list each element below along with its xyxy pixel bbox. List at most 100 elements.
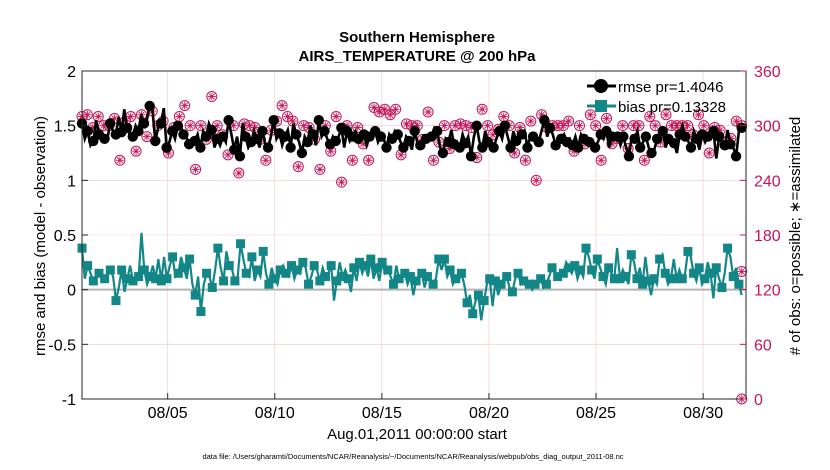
bias-point-64 — [258, 246, 268, 256]
rmse-point-176 — [572, 142, 584, 153]
bias-point-56 — [236, 239, 246, 249]
obs-point-208 — [638, 154, 650, 166]
bias-point-76 — [292, 265, 302, 275]
bias-point-86 — [321, 272, 331, 282]
rmse-point-136 — [460, 137, 471, 149]
bias-point-46 — [207, 282, 217, 292]
rmse-point-196 — [629, 133, 640, 144]
bias-point-224 — [711, 263, 721, 273]
obs-point-192 — [595, 154, 607, 166]
bias-point-198 — [638, 279, 648, 289]
rmse-point-202 — [646, 147, 657, 159]
bias-point-136 — [462, 298, 472, 308]
rmse-point-128 — [437, 147, 449, 159]
rmse-point-34 — [172, 120, 184, 131]
right-tick-label-2: 120 — [754, 283, 781, 300]
obs-point-36 — [173, 111, 185, 123]
bias-point-214 — [683, 246, 693, 256]
bias-point-102 — [366, 254, 376, 264]
obs-point-166 — [525, 115, 537, 127]
obs-point-164 — [519, 154, 531, 166]
rmse-point-26 — [150, 135, 161, 147]
rmse-point-214 — [680, 131, 691, 142]
left-tick-label-1: -0.5 — [48, 337, 76, 354]
right-tick-label-1: 60 — [754, 337, 772, 354]
bias-point-92 — [337, 272, 347, 282]
bias-point-38 — [185, 254, 195, 264]
bias-point-30 — [162, 274, 172, 284]
legend-rmse-marker — [594, 79, 608, 93]
x-axis-ticks: 08/05 08/10 08/15 08/20 08/25 08/30 — [148, 393, 723, 422]
rmse-point-66 — [262, 142, 274, 153]
bias-point-160 — [530, 279, 540, 289]
obs-point-40 — [184, 120, 196, 132]
rmse-point-200 — [640, 131, 652, 142]
bias-point-158 — [524, 279, 534, 289]
obs-point-130 — [427, 154, 439, 166]
obs-point-128 — [422, 106, 434, 118]
rmse-point-164 — [539, 115, 550, 126]
obs-point-170 — [536, 109, 548, 121]
obs-point-106 — [363, 154, 375, 166]
rmse-point-210 — [668, 137, 680, 149]
right-tick-label-3: 180 — [754, 228, 781, 245]
rmse-point-46 — [206, 124, 217, 136]
bias-point-96 — [349, 263, 359, 273]
bias-point-72 — [281, 268, 291, 278]
rmse-point-72 — [279, 131, 291, 142]
obs-point-206 — [633, 120, 645, 132]
bias-point-40 — [190, 290, 200, 300]
bias-point-170 — [558, 268, 568, 278]
obs-point-216 — [660, 109, 672, 121]
rmse-point-42 — [195, 142, 206, 153]
obs-point-134 — [438, 120, 450, 132]
obs-point-180 — [563, 115, 575, 127]
x-tick-label-5: 08/30 — [683, 405, 723, 422]
bias-point-104 — [371, 263, 381, 273]
rmse-point-194 — [623, 151, 635, 162]
left-tick-label-6: 2 — [67, 64, 76, 81]
rmse-point-52 — [223, 115, 234, 126]
bias-point-68 — [270, 274, 280, 284]
bias-point-174 — [570, 261, 580, 271]
bias-point-186 — [604, 263, 614, 273]
obs-point-58 — [233, 167, 245, 179]
obs-point-168 — [530, 174, 542, 186]
bias-point-80 — [304, 279, 314, 289]
rmse-point-8 — [99, 133, 110, 144]
obs-point-230 — [698, 120, 710, 132]
legend: rmse pr=1.4046 bias pr=0.13328 — [587, 79, 726, 116]
obs-point-42 — [190, 163, 202, 175]
bias-point-42 — [196, 307, 206, 317]
x-tick-label-0: 08/05 — [148, 405, 188, 422]
rmse-point-62 — [251, 133, 262, 144]
obs-point-156 — [498, 111, 510, 123]
right-tick-label-6: 360 — [754, 64, 781, 81]
bias-point-150 — [502, 272, 512, 282]
bias-point-140 — [473, 290, 483, 300]
bias-point-4 — [88, 276, 98, 286]
rmse-point-198 — [635, 142, 646, 153]
obs-point-74 — [276, 100, 288, 112]
bias-point-132 — [451, 274, 461, 284]
rmse-point-156 — [516, 129, 528, 140]
bias-point-184 — [598, 272, 608, 282]
rmse-point-10 — [104, 118, 116, 129]
x-tick-label-4: 08/25 — [576, 405, 616, 422]
rmse-point-126 — [432, 125, 443, 137]
bias-point-218 — [694, 263, 704, 273]
bias-point-18 — [128, 276, 138, 286]
obs-point-48 — [206, 91, 218, 103]
rmse-point-158 — [522, 142, 533, 153]
bias-point-148 — [496, 279, 506, 289]
rmse-point-50 — [217, 131, 229, 142]
bias-point-48 — [213, 243, 223, 253]
rmse-point-204 — [651, 133, 663, 144]
rmse-point-162 — [533, 136, 544, 148]
bias-point-208 — [666, 274, 676, 284]
bias-point-162 — [536, 274, 546, 284]
bias-point-142 — [479, 296, 489, 306]
rmse-series — [76, 100, 747, 162]
bias-point-16 — [122, 274, 132, 284]
right-tick-label-5: 300 — [754, 119, 781, 136]
